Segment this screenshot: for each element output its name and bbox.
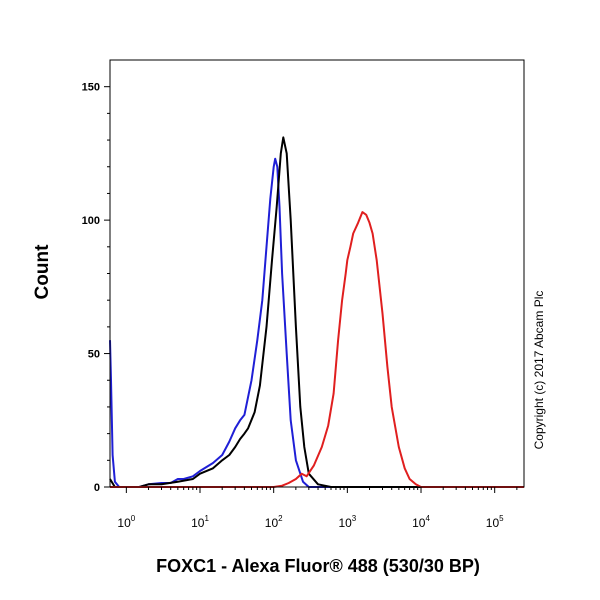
plot-frame	[109, 59, 525, 488]
y-tick-label: 100	[82, 215, 100, 227]
x-tick-label: 100	[117, 514, 135, 530]
histogram-series-2	[109, 136, 524, 488]
x-tick-label: 105	[486, 514, 504, 530]
y-tick-label: 50	[88, 349, 100, 361]
copyright-annotation: Copyright (c) 2017 Abcam Plc	[532, 291, 546, 450]
y-tick-label: 0	[94, 482, 100, 494]
histogram-series-1	[109, 157, 524, 488]
histogram-series-3	[110, 211, 524, 488]
y-axis-label: Count	[32, 244, 53, 300]
x-axis: 100 101 102 103 104 105	[117, 487, 518, 530]
x-tick-label: 101	[191, 514, 209, 530]
x-tick-label: 104	[412, 514, 430, 530]
histogram-curves	[109, 136, 524, 488]
y-axis: 0 50 100 150	[82, 82, 110, 494]
x-axis-label: FOXC1 - Alexa Fluor® 488 (530/30 BP)	[156, 556, 480, 576]
y-tick-label: 150	[82, 82, 100, 94]
x-tick-label: 103	[338, 514, 356, 530]
x-tick-label: 102	[265, 514, 283, 530]
